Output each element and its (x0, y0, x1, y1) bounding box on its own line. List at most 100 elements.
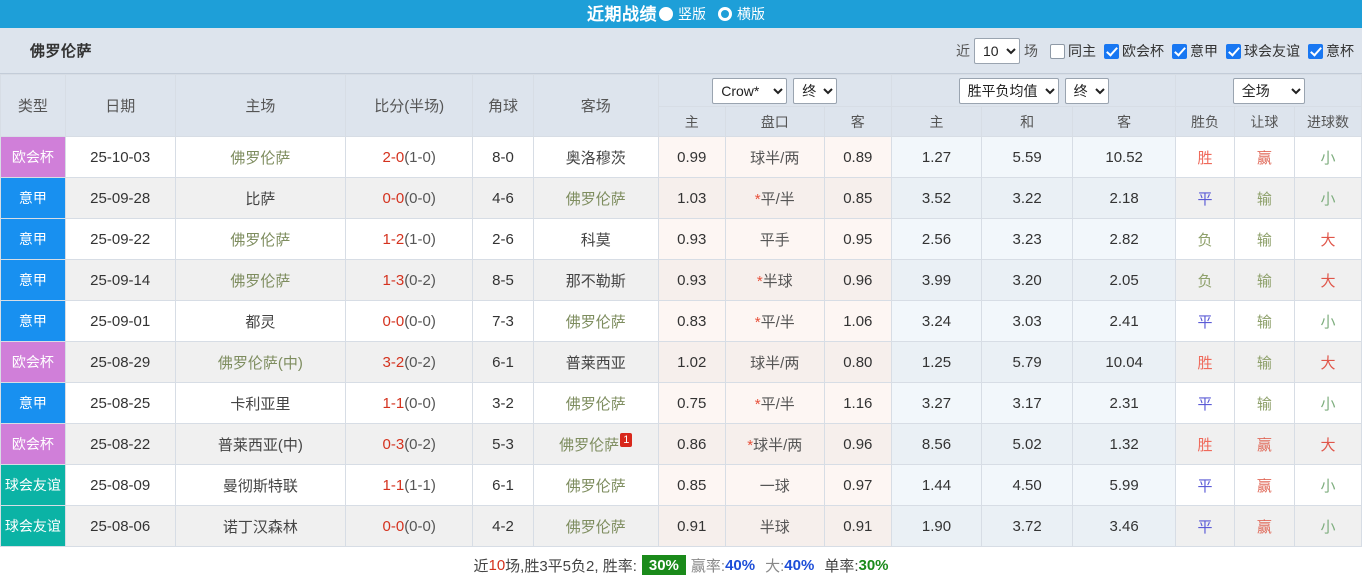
cell-score[interactable]: 0-0(0-0) (345, 505, 474, 547)
cell-date: 25-09-22 (64, 218, 176, 260)
team-label: 佛罗伦萨 (230, 272, 291, 290)
cell-home-team[interactable]: 诺丁汉森林 (174, 505, 347, 547)
cell-date: 25-09-28 (64, 177, 176, 219)
cell-home-team[interactable]: 佛罗伦萨(中) (174, 341, 347, 383)
cell-away-team[interactable]: 佛罗伦萨 (532, 177, 659, 219)
team-label: 佛罗伦萨 (230, 231, 291, 249)
cell-away-team[interactable]: 佛罗伦萨 (532, 300, 659, 342)
cell-home-team[interactable]: 曼彻斯特联 (174, 464, 347, 506)
checkbox-league-2[interactable] (1226, 43, 1241, 59)
cell-home-team[interactable]: 卡利亚里 (174, 382, 347, 424)
cell-home-team[interactable]: 佛罗伦萨 (174, 136, 347, 178)
cell-away-team[interactable]: 佛罗伦萨 (532, 382, 659, 424)
subcol-handicap-home: 主 (657, 106, 726, 137)
summary-footer: 近 10 场,胜3平5负2, 胜率: 30% 赢率: 40% 大: 40% 单率: 30% (0, 547, 1362, 575)
cell-odds-away: 2.82 (1071, 218, 1177, 260)
cell-type[interactable]: 欧会杯 (0, 136, 66, 178)
subcol-odds-draw: 和 (981, 106, 1073, 137)
cell-result-goals: 大 (1294, 259, 1362, 301)
cell-corner: 4-6 (472, 177, 534, 219)
match-count-select[interactable]: 6102030 (974, 38, 1020, 64)
handicap-stage-select[interactable]: 初终 (793, 77, 838, 104)
cell-type[interactable]: 欧会杯 (0, 341, 66, 383)
checkbox-same-home[interactable] (1050, 43, 1065, 59)
cell-home-team[interactable]: 比萨 (174, 177, 347, 219)
cell-home-team[interactable]: 佛罗伦萨 (174, 218, 347, 260)
team-label: 科莫 (580, 231, 611, 249)
cell-odds-away: 2.05 (1071, 259, 1177, 301)
cell-handicap-line: *半球 (724, 259, 825, 301)
checkbox-league-1[interactable] (1172, 43, 1187, 59)
cell-score[interactable]: 0-3(0-2) (345, 423, 474, 465)
cell-type[interactable]: 意甲 (0, 259, 66, 301)
cell-away-team[interactable]: 普莱西亚 (532, 341, 659, 383)
cell-type[interactable]: 意甲 (0, 300, 66, 342)
cell-corner: 7-3 (472, 300, 534, 342)
league-badge: 球会友谊 (1, 506, 65, 546)
cell-type[interactable]: 球会友谊 (0, 464, 66, 506)
radio-horizontal-layout[interactable] (718, 7, 732, 21)
table-row[interactable]: 意甲 25-09-14 佛罗伦萨 1-3(0-2) 8-5 那不勒斯 0.93 *半球 0.96… (0, 259, 1362, 301)
cell-score[interactable]: 1-1(0-0) (345, 382, 474, 424)
cell-handicap-home-odds: 0.91 (657, 505, 726, 547)
scope-select[interactable]: 全场上半场下半场 (1232, 77, 1305, 104)
cell-home-team[interactable]: 都灵 (174, 300, 347, 342)
matches-label: 场 (1024, 43, 1038, 59)
summary-big-rate: 40% (784, 557, 815, 574)
table-row[interactable]: 球会友谊 25-08-06 诺丁汉森林 0-0(0-0) 4-2 佛罗伦萨 0.91 半球 0.… (0, 505, 1362, 547)
cell-away-team[interactable]: 那不勒斯 (532, 259, 659, 301)
cell-odds-home: 3.24 (890, 300, 983, 342)
cell-corner: 8-5 (472, 259, 534, 301)
cell-odds-home: 8.56 (890, 423, 983, 465)
checkbox-league-0[interactable] (1104, 43, 1119, 59)
cell-score[interactable]: 1-3(0-2) (345, 259, 474, 301)
team-label: 都灵 (245, 313, 276, 331)
cell-away-team[interactable]: 科莫 (532, 218, 659, 260)
table-row[interactable]: 意甲 25-09-28 比萨 0-0(0-0) 4-6 佛罗伦萨 1.03 *平/半 0.85 3… (0, 177, 1362, 219)
cell-away-team[interactable]: 佛罗伦萨 (532, 505, 659, 547)
table-row[interactable]: 意甲 25-09-22 佛罗伦萨 1-2(1-0) 2-6 科莫 0.93 平手 0.95 2.5… (0, 218, 1362, 260)
cell-result-goals: 小 (1294, 505, 1362, 547)
cell-corner: 3-2 (472, 382, 534, 424)
cell-corner: 6-1 (472, 464, 534, 506)
cell-handicap-line: *平/半 (724, 382, 825, 424)
cell-result-wdl: 负 (1175, 259, 1235, 301)
table-row[interactable]: 意甲 25-08-25 卡利亚里 1-1(0-0) 3-2 佛罗伦萨 0.75 *平/半 1.1… (0, 382, 1362, 424)
cell-type[interactable]: 意甲 (0, 177, 66, 219)
summary-big-label: 大: (765, 558, 785, 575)
cell-away-team[interactable]: 佛罗伦萨 1 (532, 423, 659, 465)
cell-score[interactable]: 1-1(1-1) (345, 464, 474, 506)
bookmaker-select[interactable]: Crow*Bet365易胜博澳门 (712, 77, 788, 104)
table-row[interactable]: 欧会杯 25-08-29 佛罗伦萨(中) 3-2(0-2) 6-1 普莱西亚 1.02 球半/… (0, 341, 1362, 383)
table-row[interactable]: 欧会杯 25-10-03 佛罗伦萨 2-0(1-0) 8-0 奥洛穆茨 0.99 球半/两 0.… (0, 136, 1362, 178)
cell-type[interactable]: 意甲 (0, 382, 66, 424)
cell-score[interactable]: 3-2(0-2) (345, 341, 474, 383)
cell-away-team[interactable]: 奥洛穆茨 (532, 136, 659, 178)
team-label: 佛罗伦萨 (565, 190, 626, 208)
table-row[interactable]: 意甲 25-09-01 都灵 0-0(0-0) 7-3 佛罗伦萨 0.83 *平/半 1.06 3… (0, 300, 1362, 342)
cell-home-team[interactable]: 普莱西亚(中) (174, 423, 347, 465)
cell-result-handicap: 输 (1233, 259, 1296, 301)
cell-score[interactable]: 1-2(1-0) (345, 218, 474, 260)
checkbox-league-3-label: 意杯 (1326, 43, 1354, 59)
cell-score[interactable]: 2-0(1-0) (345, 136, 474, 178)
cell-score[interactable]: 0-0(0-0) (345, 300, 474, 342)
cell-handicap-away-odds: 0.95 (823, 218, 892, 260)
cell-result-wdl: 平 (1175, 177, 1235, 219)
cell-type[interactable]: 欧会杯 (0, 423, 66, 465)
cell-away-team[interactable]: 佛罗伦萨 (532, 464, 659, 506)
table-body: 欧会杯 25-10-03 佛罗伦萨 2-0(1-0) 8-0 奥洛穆茨 0.99 球半/两 0.… (0, 136, 1362, 547)
cell-type[interactable]: 意甲 (0, 218, 66, 260)
cell-result-handicap: 赢 (1233, 464, 1296, 506)
cell-type[interactable]: 球会友谊 (0, 505, 66, 547)
league-badge: 欧会杯 (1, 424, 65, 464)
radio-vertical-layout[interactable] (659, 7, 673, 21)
odds-type-select[interactable]: 胜平负均值欧赔亚盘 (958, 77, 1059, 104)
table-row[interactable]: 欧会杯 25-08-22 普莱西亚(中) 0-3(0-2) 5-3 佛罗伦萨 1 0.86 *球… (0, 423, 1362, 465)
cell-score[interactable]: 0-0(0-0) (345, 177, 474, 219)
odds-stage-select[interactable]: 初终 (1064, 77, 1109, 104)
cell-home-team[interactable]: 佛罗伦萨 (174, 259, 347, 301)
table-row[interactable]: 球会友谊 25-08-09 曼彻斯特联 1-1(1-1) 6-1 佛罗伦萨 0.85 一球 0.… (0, 464, 1362, 506)
subcol-handicap-away: 客 (823, 106, 892, 137)
checkbox-league-3[interactable] (1308, 43, 1323, 59)
